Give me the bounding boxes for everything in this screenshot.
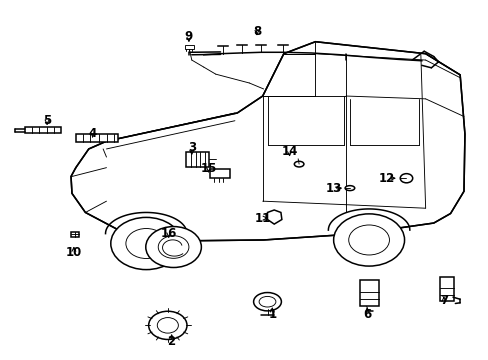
- Bar: [184, 45, 194, 49]
- Ellipse shape: [253, 293, 281, 311]
- Text: 8: 8: [252, 24, 261, 37]
- Text: 12: 12: [378, 172, 395, 185]
- Ellipse shape: [259, 296, 275, 307]
- Ellipse shape: [345, 186, 354, 190]
- Polygon shape: [71, 42, 464, 241]
- Text: 16: 16: [160, 227, 177, 240]
- Text: 15: 15: [200, 162, 216, 175]
- Bar: [209, 170, 230, 178]
- Text: 13: 13: [325, 181, 341, 195]
- Text: 6: 6: [362, 308, 370, 321]
- Text: 1: 1: [268, 308, 276, 321]
- Circle shape: [145, 226, 201, 267]
- Text: 3: 3: [187, 141, 196, 154]
- Ellipse shape: [348, 225, 388, 255]
- Text: 14: 14: [281, 145, 297, 158]
- Bar: [185, 152, 208, 167]
- Ellipse shape: [294, 161, 304, 167]
- Circle shape: [158, 236, 188, 258]
- Bar: [439, 277, 453, 301]
- Ellipse shape: [333, 214, 404, 266]
- Text: 10: 10: [66, 246, 82, 259]
- Bar: [76, 134, 118, 142]
- Bar: [25, 127, 61, 134]
- Circle shape: [399, 174, 412, 183]
- Text: 5: 5: [43, 114, 51, 127]
- Text: 2: 2: [167, 335, 175, 348]
- Text: 11: 11: [254, 212, 270, 225]
- Text: 4: 4: [88, 127, 97, 140]
- Circle shape: [148, 311, 186, 339]
- Polygon shape: [267, 210, 281, 224]
- Bar: [360, 280, 378, 306]
- Ellipse shape: [125, 229, 166, 258]
- Text: 7: 7: [439, 294, 447, 307]
- Bar: [71, 231, 79, 237]
- Text: 9: 9: [184, 30, 193, 42]
- Ellipse shape: [111, 217, 182, 270]
- Circle shape: [157, 318, 178, 333]
